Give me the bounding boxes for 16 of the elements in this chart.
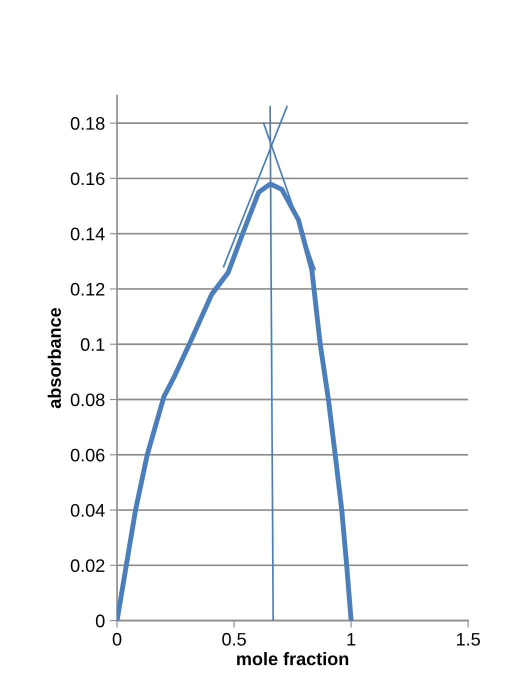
x-tick-label: 0.5 [222, 632, 246, 646]
y-tick-label: 0.02 [70, 559, 104, 572]
y-tick-label: 0.12 [70, 282, 104, 296]
y-tick-label: 0.18 [70, 117, 104, 130]
x-tick-label: 1 [347, 633, 356, 646]
y-tick-label: 0.14 [70, 228, 105, 240]
y-axis-title: absorbance [48, 308, 61, 408]
y-tick-label: 0.04 [70, 504, 105, 517]
y-tick-label: 0.08 [70, 393, 104, 406]
y-tick-label: 0 [96, 614, 105, 628]
y-tick-label: 0.16 [70, 172, 104, 186]
x-tick-label: 0 [112, 632, 122, 646]
y-tick-label: 0.06 [70, 448, 104, 462]
y-tick-label: 0.1 [80, 338, 104, 351]
x-tick-label: 1.5 [456, 633, 480, 646]
x-axis-title: mole fraction [237, 652, 348, 666]
